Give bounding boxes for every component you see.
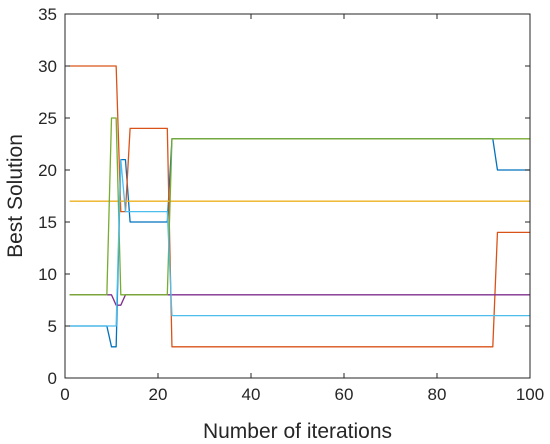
y-tick-label: 35: [38, 5, 57, 24]
series-line-2: [69, 65, 530, 348]
series-layer: [69, 65, 530, 348]
y-tick-label: 15: [38, 213, 57, 232]
y-axis-label: Best Solution: [4, 134, 27, 258]
x-tick-label: 40: [242, 385, 261, 404]
series-line-6: [69, 158, 530, 327]
series-line-1: [69, 138, 530, 348]
x-tick-label: 80: [428, 385, 447, 404]
x-tick-label: 100: [516, 385, 544, 404]
x-tick-label: 60: [335, 385, 354, 404]
x-tick-label: 0: [60, 385, 69, 404]
x-axis-label: Number of iterations: [203, 420, 392, 443]
y-tick-label: 10: [38, 265, 57, 284]
tick-layer: 0 20 40 60 80 100 0 5 10 15 20 25 30 35: [38, 5, 544, 404]
y-tick-label: 20: [38, 161, 57, 180]
x-tick-label: 20: [149, 385, 168, 404]
series-line-4: [69, 294, 530, 306]
y-tick-label: 30: [38, 57, 57, 76]
plot-area-border: [64, 13, 531, 379]
y-tick-label: 25: [38, 109, 57, 128]
y-tick-label: 5: [48, 317, 57, 336]
series-line-5: [69, 117, 530, 296]
y-tick-label: 0: [48, 369, 57, 388]
